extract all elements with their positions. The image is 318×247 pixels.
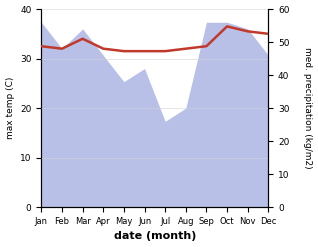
Y-axis label: max temp (C): max temp (C) [5,77,15,139]
X-axis label: date (month): date (month) [114,231,196,242]
Y-axis label: med. precipitation (kg/m2): med. precipitation (kg/m2) [303,47,313,169]
